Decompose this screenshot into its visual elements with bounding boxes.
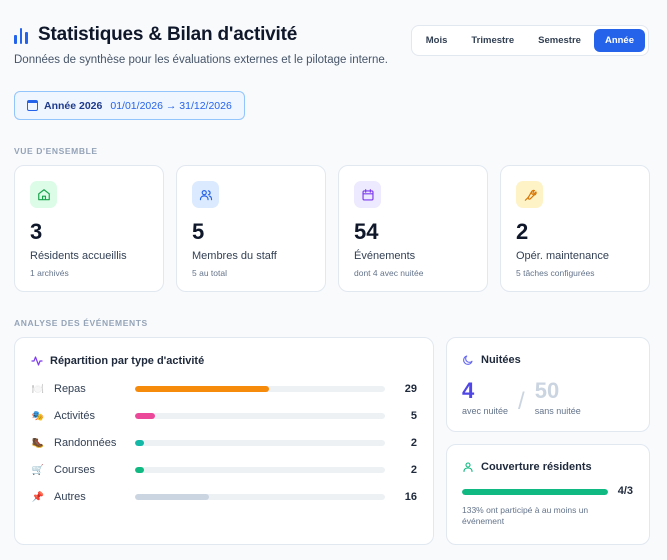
activity-row: 🍽️ Repas 29	[31, 381, 417, 397]
activity-pulse-icon	[31, 356, 43, 366]
shopping-cart-icon: 🛒	[31, 464, 45, 476]
tab-trimestre[interactable]: Trimestre	[471, 35, 515, 46]
home-icon	[30, 181, 57, 208]
section-label-overview: VUE D'ENSEMBLE	[14, 146, 98, 156]
activity-bar-fill	[135, 494, 209, 500]
moon-icon	[463, 355, 473, 365]
page-subtitle: Données de synthèse pour les évaluations…	[14, 54, 388, 66]
period-selector: Mois Trimestre Semestre Année	[410, 25, 649, 56]
stat-label: Événements	[354, 250, 416, 262]
activity-panel-title: Répartition par type d'activité	[50, 355, 205, 367]
activity-count: 2	[410, 464, 417, 476]
stat-value: 2	[516, 219, 529, 244]
stat-card-residents: 3 Résidents accueillis 1 archivés	[14, 165, 164, 292]
activity-row: 🥾 Randonnées 2	[31, 435, 417, 451]
nuitees-without-value: 50	[534, 378, 560, 403]
nuitees-with-label: avec nuitée	[462, 406, 509, 416]
coverage-bar-fill	[462, 489, 608, 495]
stat-card-staff: 5 Membres du staff 5 au total	[176, 165, 326, 292]
coverage-title: Couverture résidents	[481, 461, 592, 473]
activity-count: 16	[404, 491, 417, 503]
activity-count: 2	[410, 437, 417, 449]
section-label-events: ANALYSE DES ÉVÉNEMENTS	[14, 318, 148, 328]
activity-bar	[135, 440, 385, 446]
activity-row: 📌 Autres 16	[31, 489, 417, 505]
activity-count: 5	[410, 410, 417, 422]
stat-label: Opér. maintenance	[516, 250, 609, 262]
activity-bar	[135, 467, 385, 473]
activity-breakdown-panel: Répartition par type d'activité 🍽️ Repas…	[14, 337, 434, 545]
tab-annee[interactable]: Année	[593, 29, 645, 52]
activity-name: Repas	[54, 383, 86, 395]
nuitees-without-label: sans nuitée	[534, 406, 581, 416]
activity-name: Randonnées	[54, 437, 117, 449]
calendar-icon	[354, 181, 381, 208]
activity-bar	[135, 494, 385, 500]
pushpin-icon: 📌	[31, 491, 45, 503]
activity-bar-fill	[135, 386, 269, 392]
nuitees-panel: Nuitées 4 avec nuitée / 50 sans nuitée	[446, 337, 650, 432]
calendar-icon	[27, 100, 38, 111]
users-icon	[192, 181, 219, 208]
stat-sub: 5 au total	[192, 268, 227, 278]
coverage-bar	[462, 489, 608, 495]
coverage-note: 133% ont participé à au moins un événeme…	[462, 505, 589, 527]
activity-bar	[135, 413, 385, 419]
hiking-boot-icon: 🥾	[31, 437, 45, 449]
stat-value: 3	[30, 219, 43, 244]
bar-chart-icon	[14, 26, 30, 44]
stat-label: Résidents accueillis	[30, 250, 127, 262]
tab-semestre[interactable]: Semestre	[538, 35, 581, 46]
stat-label: Membres du staff	[192, 250, 277, 262]
theater-icon: 🎭	[31, 410, 45, 422]
activity-bar-fill	[135, 440, 144, 446]
activity-name: Activités	[54, 410, 95, 422]
stat-card-events: 54 Événements dont 4 avec nuitée	[338, 165, 488, 292]
user-icon	[463, 462, 473, 473]
stat-sub: dont 4 avec nuitée	[354, 268, 424, 278]
activity-count: 29	[404, 383, 417, 395]
page-header: Statistiques & Bilan d'activité Données …	[14, 24, 649, 66]
date-year-label: Année 2026	[44, 99, 103, 112]
activity-name: Courses	[54, 464, 95, 476]
date-range-text: 01/01/2026 → 31/12/2026	[110, 99, 232, 112]
stat-sub: 5 tâches configurées	[516, 268, 595, 278]
activity-name: Autres	[54, 491, 86, 503]
date-range-chip[interactable]: Année 2026 01/01/2026 → 31/12/2026	[14, 91, 245, 120]
activity-bar	[135, 386, 385, 392]
divider-slash: /	[518, 388, 525, 415]
page-title: Statistiques & Bilan d'activité	[38, 24, 298, 45]
activity-row: 🎭 Activités 5	[31, 408, 417, 424]
activity-bar-fill	[135, 413, 155, 419]
coverage-panel: Couverture résidents 4/3 133% ont partic…	[446, 444, 650, 545]
stat-sub: 1 archivés	[30, 268, 69, 278]
stat-value: 54	[354, 219, 379, 244]
coverage-count: 4/3	[617, 485, 633, 497]
meal-icon: 🍽️	[31, 383, 45, 395]
stat-value: 5	[192, 219, 205, 244]
tab-mois[interactable]: Mois	[425, 35, 448, 46]
stat-card-maintenance: 2 Opér. maintenance 5 tâches configurées	[500, 165, 650, 292]
wrench-icon	[516, 181, 543, 208]
activity-bar-fill	[135, 467, 144, 473]
activity-row: 🛒 Courses 2	[31, 462, 417, 478]
nuitees-with-value: 4	[462, 378, 475, 403]
nuitees-title: Nuitées	[481, 354, 521, 366]
